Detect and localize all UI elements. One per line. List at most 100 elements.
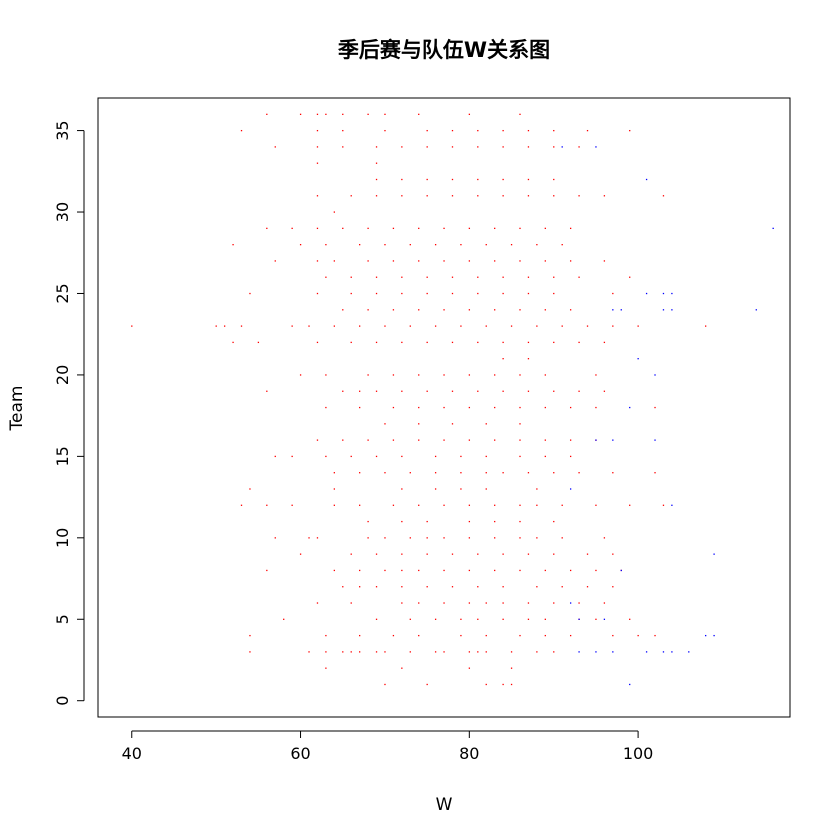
data-point-red <box>569 569 572 572</box>
data-point-red <box>401 178 403 181</box>
data-point-red <box>603 260 606 262</box>
data-point-red <box>536 488 538 490</box>
data-point-blue <box>561 146 563 148</box>
data-point-red <box>468 667 471 669</box>
data-point-red <box>291 455 293 458</box>
data-point-blue <box>595 146 597 148</box>
data-point-red <box>494 227 496 230</box>
data-point-red <box>603 195 606 197</box>
data-point-red <box>316 129 319 132</box>
data-point-red <box>401 390 403 392</box>
data-point-red <box>519 227 521 230</box>
data-point-red <box>392 227 395 230</box>
data-point-red <box>401 146 403 148</box>
data-point-red <box>527 195 530 197</box>
data-point-red <box>460 244 462 246</box>
data-point-blue <box>620 569 622 572</box>
data-point-red <box>502 618 504 620</box>
data-point-blue <box>603 618 606 620</box>
data-point-red <box>502 358 504 360</box>
data-point-red <box>367 227 369 230</box>
data-point-red <box>460 634 462 637</box>
data-point-red <box>629 504 631 506</box>
data-point-red <box>586 325 589 327</box>
data-point-red <box>519 374 521 376</box>
data-point-red <box>291 227 293 230</box>
data-point-blue <box>654 374 656 376</box>
data-point-red <box>612 292 614 295</box>
data-point-red <box>359 325 361 327</box>
data-point-blue <box>671 504 673 506</box>
data-point-blue <box>688 651 690 653</box>
data-point-red <box>502 292 504 295</box>
data-point-blue <box>662 292 665 295</box>
data-point-red <box>451 129 454 132</box>
data-point-red <box>316 227 319 230</box>
data-point-red <box>527 276 530 278</box>
data-point-red <box>350 276 352 278</box>
data-point-red <box>451 146 454 148</box>
data-point-red <box>544 260 546 262</box>
data-point-red <box>325 406 327 409</box>
data-point-blue <box>612 309 614 311</box>
data-point-red <box>494 537 496 539</box>
data-point-red <box>266 390 268 392</box>
data-point-red <box>612 586 614 588</box>
data-point-red <box>443 569 445 572</box>
data-point-blue <box>755 309 757 311</box>
data-point-blue <box>772 227 774 230</box>
data-point-red <box>595 374 597 376</box>
data-point-red <box>266 504 268 506</box>
data-point-red <box>519 439 521 441</box>
data-point-red <box>477 341 479 344</box>
data-point-red <box>249 488 251 490</box>
data-point-red <box>359 406 361 409</box>
data-point-red <box>578 472 580 474</box>
data-point-red <box>451 586 454 588</box>
data-point-blue <box>671 309 673 311</box>
data-point-red <box>502 553 504 555</box>
data-point-red <box>426 276 428 278</box>
data-point-red <box>325 113 327 115</box>
data-point-red <box>443 439 445 441</box>
data-point-red <box>359 472 361 474</box>
data-point-red <box>519 520 521 523</box>
data-point-red <box>316 602 319 604</box>
data-point-red <box>443 309 445 311</box>
data-point-red <box>131 325 133 327</box>
data-point-red <box>316 162 319 164</box>
data-point-red <box>375 341 378 344</box>
data-point-red <box>418 504 420 506</box>
data-point-red <box>367 374 369 376</box>
data-point-red <box>426 129 428 132</box>
data-point-red <box>494 406 496 409</box>
data-point-red <box>477 276 479 278</box>
y-tick-label: 10 <box>53 528 72 548</box>
data-point-red <box>266 113 268 115</box>
data-point-red <box>409 618 411 620</box>
data-point-red <box>291 325 293 327</box>
data-point-red <box>367 260 369 262</box>
data-point-red <box>451 178 454 181</box>
data-point-red <box>553 520 555 523</box>
data-point-red <box>477 553 479 555</box>
data-point-red <box>443 260 445 262</box>
plot-area-frame <box>97 97 791 718</box>
data-point-red <box>316 341 319 344</box>
data-point-red <box>569 260 572 262</box>
data-point-red <box>468 651 471 653</box>
data-point-red <box>342 651 344 653</box>
data-point-red <box>426 390 428 392</box>
data-point-blue <box>578 618 580 620</box>
data-point-red <box>291 504 293 506</box>
data-point-red <box>468 227 471 230</box>
data-point-red <box>316 292 319 295</box>
data-point-red <box>342 309 344 311</box>
data-point-red <box>477 292 479 295</box>
data-point-red <box>527 390 530 392</box>
data-point-red <box>468 504 471 506</box>
data-point-red <box>249 651 251 653</box>
y-tick-label: 5 <box>53 614 72 624</box>
data-point-red <box>519 423 521 425</box>
data-point-red <box>578 602 580 604</box>
